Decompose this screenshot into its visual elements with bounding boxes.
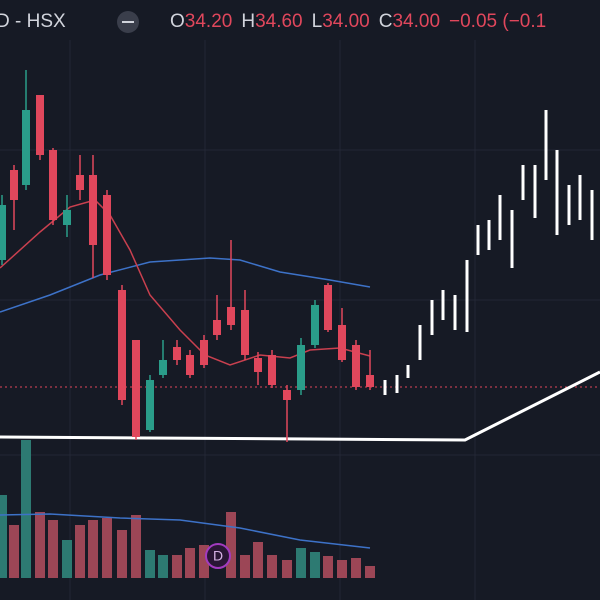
grid bbox=[0, 40, 600, 600]
ohlc-key: O bbox=[170, 11, 185, 32]
marker-label: D bbox=[213, 548, 223, 564]
change: −0.05 (−0.1 bbox=[449, 11, 546, 32]
candles bbox=[0, 70, 374, 442]
ohlc-key: L bbox=[312, 11, 323, 32]
symbol: D - HSX bbox=[0, 11, 66, 32]
dividend-marker[interactable]: D bbox=[205, 543, 231, 569]
ohlc-legend: O 34.20 H 34.60 L 34.00 C 34.00 −0.05 (−0.1 bbox=[170, 11, 546, 32]
projection-bars bbox=[383, 110, 594, 395]
ohlc-key: H bbox=[241, 11, 255, 32]
ohlc-key: C bbox=[379, 11, 393, 32]
ma-long bbox=[0, 257, 371, 313]
ohlc-value: 34.00 bbox=[322, 11, 370, 32]
ohlc-value: 34.20 bbox=[185, 11, 233, 32]
trend-line bbox=[0, 370, 600, 442]
volume-bars bbox=[0, 440, 375, 578]
ohlc-value: 34.00 bbox=[392, 11, 440, 32]
collapse-button[interactable] bbox=[117, 11, 139, 33]
ohlc-value: 34.60 bbox=[255, 11, 303, 32]
volume-ma bbox=[0, 513, 371, 549]
